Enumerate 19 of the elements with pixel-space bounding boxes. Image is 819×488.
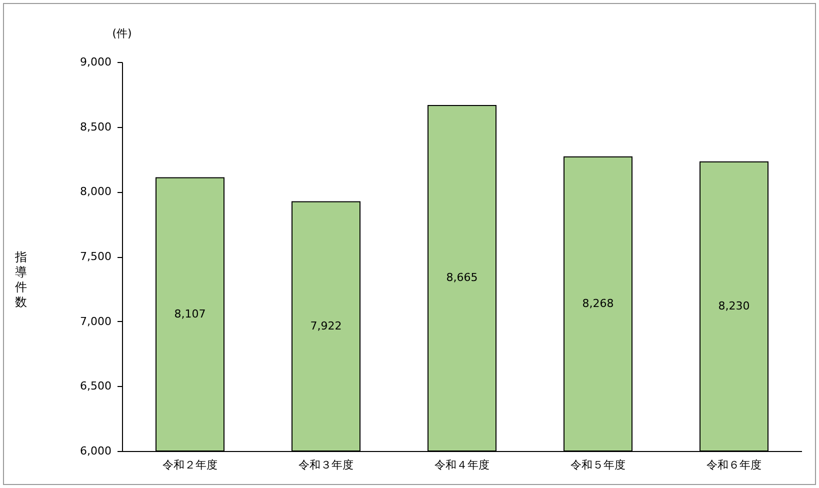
- y-tick-label: 7,500: [80, 250, 112, 263]
- y-tick-label: 8,500: [80, 120, 112, 134]
- x-tick-label: 令和６年度: [706, 458, 762, 472]
- x-tick-label: 令和３年度: [298, 458, 354, 472]
- y-tick-label: 7,000: [80, 314, 112, 328]
- x-tick-label: 令和５年度: [570, 458, 626, 472]
- data-label: 8,230: [718, 299, 750, 312]
- y-tick-label: 6,000: [80, 444, 112, 458]
- data-label: 8,268: [582, 296, 614, 310]
- text: (件): [112, 27, 132, 40]
- y-axis-title: 指導件数: [14, 250, 28, 309]
- y-tick-label: 8,000: [80, 185, 112, 198]
- data-label: 7,922: [310, 319, 342, 332]
- y-tick-label: 9,000: [80, 56, 112, 68]
- x-tick-label: 令和４年度: [434, 458, 490, 472]
- data-label: 8,107: [174, 307, 206, 320]
- x-tick-label: 令和２年度: [162, 458, 218, 472]
- data-label: 8,665: [446, 271, 478, 284]
- y-tick-label: 6,500: [80, 380, 112, 393]
